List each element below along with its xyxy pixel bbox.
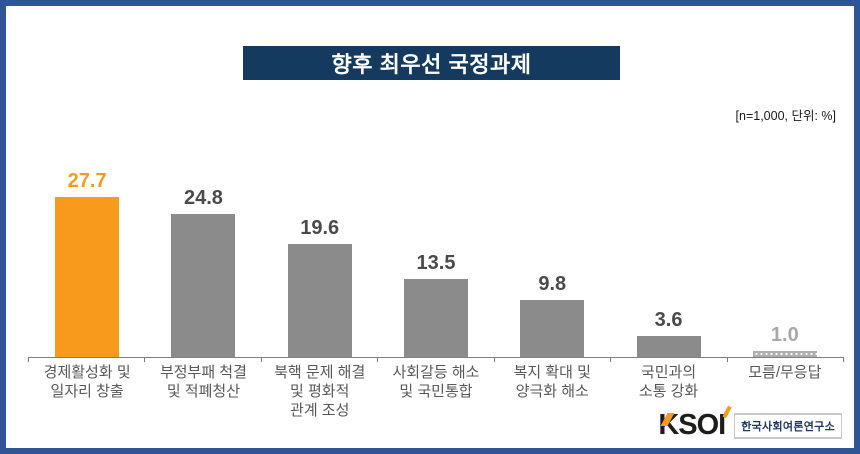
bar	[55, 196, 120, 357]
bar	[403, 279, 468, 357]
bar-group-welfare: 9.8	[494, 156, 610, 357]
chart-title: 향후 최우선 국정과제	[243, 46, 620, 80]
bar	[520, 300, 585, 357]
axis-tick	[726, 357, 728, 362]
bar-group-nuclear: 19.6	[262, 156, 378, 357]
bar-chart: 27.7 24.8 19.6 13.5 9.8 3.6 1.0	[29, 156, 843, 357]
bar-group-dont-know: 1.0	[727, 156, 843, 357]
value-label: 13.5	[416, 252, 456, 274]
category-label: 국민과의 소통 강화	[638, 364, 699, 400]
axis-tick	[260, 357, 262, 362]
category-label: 북핵 문제 해결 및 평화적 관계 조성	[274, 364, 366, 419]
value-label: 1.0	[770, 324, 799, 347]
category-label: 모름/무응답	[748, 364, 822, 381]
category-label: 복지 확대 및 양극화 해소	[513, 364, 591, 400]
axis-tick	[843, 357, 844, 362]
bar	[636, 336, 701, 357]
axis-tick	[377, 357, 379, 362]
category-label: 경제활성화 및 일자리 창출	[43, 364, 131, 400]
bar	[171, 213, 236, 357]
bar-group-corruption: 24.8	[145, 156, 261, 357]
bar	[287, 243, 352, 357]
category-label: 사회갈등 해소 및 국민통합	[392, 364, 480, 400]
bar-group-communication: 3.6	[610, 156, 726, 357]
axis-tick	[610, 357, 612, 362]
ksoi-wordmark: KSOI	[658, 405, 732, 440]
value-label: 9.8	[538, 273, 567, 296]
x-axis-ticks	[28, 357, 844, 362]
category-axis: 경제활성화 및 일자리 창출 부정부패 척결 및 적폐청산 북핵 문제 해결 및…	[29, 364, 843, 420]
axis-tick	[493, 357, 495, 362]
value-label: 27.7	[67, 169, 107, 192]
bar-group-economy: 27.7	[29, 156, 145, 357]
bar-group-social-conflict: 13.5	[378, 156, 494, 357]
value-label: 3.6	[654, 309, 683, 332]
axis-tick	[28, 357, 29, 362]
value-label: 24.8	[183, 186, 223, 209]
value-label: 19.6	[300, 216, 340, 239]
ksoi-subtitle: 한국사회여론연구소	[734, 412, 842, 439]
bar-dotted	[752, 351, 817, 357]
category-label: 부정부패 척결 및 적폐청산	[159, 364, 247, 400]
sample-size-note: [n=1,000, 단위: %]	[735, 109, 836, 123]
x-axis-line	[28, 357, 843, 358]
axis-tick	[144, 357, 146, 362]
ksoi-logo: KSOI 한국사회여론연구소	[658, 405, 842, 440]
